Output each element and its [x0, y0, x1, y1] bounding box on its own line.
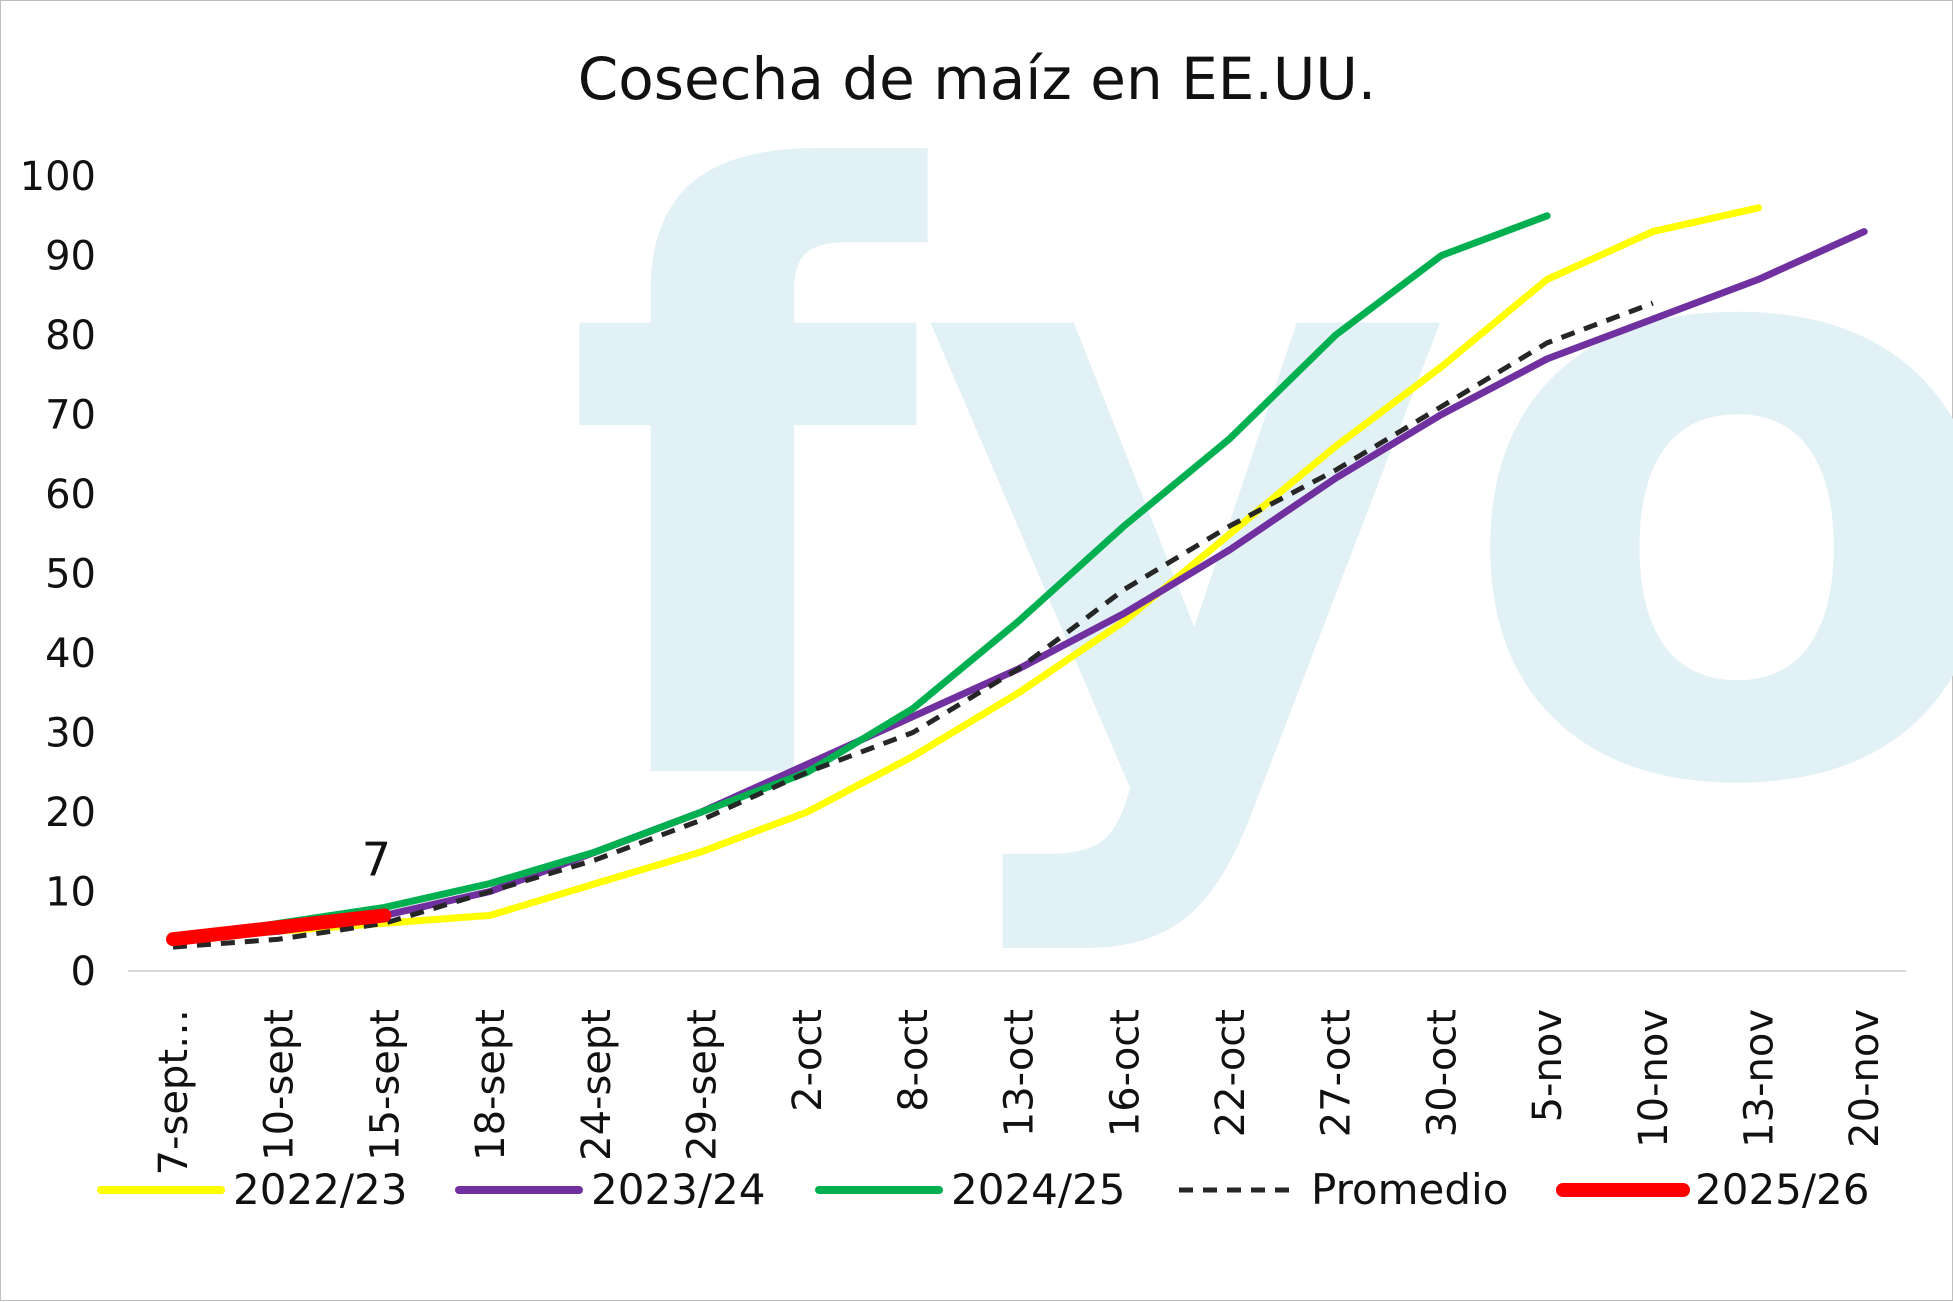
legend-label: 2022/23 — [233, 1165, 407, 1214]
legend: 2022/23 2023/24 2024/25 Promedio 2025/26 — [97, 1165, 1869, 1214]
y-tick-label: 10 — [45, 870, 96, 916]
x-tick-label: 22-oct — [1208, 1009, 1254, 1137]
legend-item: 2024/25 — [815, 1165, 1125, 1214]
x-tick-label: 13-nov — [1737, 1009, 1783, 1148]
legend-label: Promedio — [1311, 1165, 1508, 1214]
y-tick-label: 40 — [45, 631, 96, 677]
watermark-text: fyo — [564, 11, 1953, 965]
y-tick-label: 20 — [45, 790, 96, 836]
x-tick-label: 2-oct — [785, 1009, 831, 1112]
x-tick-label: 10-nov — [1631, 1009, 1677, 1148]
x-tick-label: 7-sept… — [151, 1009, 197, 1175]
x-tick-label: 10-sept — [257, 1009, 303, 1161]
watermark: fyo — [564, 11, 1953, 965]
x-tick-label: 13-oct — [997, 1009, 1043, 1137]
y-tick-label: 0 — [71, 949, 96, 995]
legend-item: 2023/24 — [455, 1165, 765, 1214]
y-tick-label: 60 — [45, 472, 96, 518]
y-axis-ticks: 0 10 20 30 40 50 60 70 80 90 100 — [20, 154, 96, 995]
series-line-2024-25 — [169, 212, 1551, 943]
data-labels: 7 — [362, 832, 391, 886]
y-tick-label: 80 — [45, 313, 96, 359]
legend-item: 2022/23 — [97, 1165, 407, 1214]
x-tick-label: 20-nov — [1842, 1009, 1888, 1148]
y-tick-label: 100 — [20, 154, 96, 200]
legend-item: Promedio — [1179, 1165, 1508, 1214]
y-tick-label: 70 — [45, 393, 96, 439]
series-line-promedio — [172, 300, 1654, 950]
y-tick-label: 90 — [45, 234, 96, 280]
series-line-2022-23 — [169, 204, 1762, 943]
series-layer — [166, 204, 1868, 950]
x-axis-ticks: 7-sept… 10-sept 15-sept 18-sept 24-sept 29-se… — [151, 1009, 1888, 1175]
legend-label: 2024/25 — [951, 1165, 1125, 1214]
x-tick-label: 16-oct — [1102, 1009, 1148, 1137]
y-tick-label: 30 — [45, 711, 96, 757]
x-tick-label: 29-sept — [680, 1009, 726, 1161]
x-tick-label: 15-sept — [362, 1009, 408, 1161]
chart-title: Cosecha de maíz en EE.UU. — [578, 45, 1376, 113]
x-tick-label: 30-oct — [1419, 1009, 1465, 1137]
x-tick-label: 27-oct — [1314, 1009, 1360, 1137]
x-tick-label: 5-nov — [1525, 1009, 1571, 1122]
y-tick-label: 50 — [45, 552, 96, 598]
x-tick-label: 18-sept — [468, 1009, 514, 1161]
legend-item: 2025/26 — [1556, 1165, 1869, 1214]
legend-label: 2023/24 — [591, 1165, 765, 1214]
data-label: 7 — [362, 832, 391, 886]
legend-label: 2025/26 — [1695, 1165, 1869, 1214]
x-tick-label: 24-sept — [574, 1009, 620, 1161]
x-tick-label: 8-oct — [891, 1009, 937, 1112]
series-line-2025-26 — [166, 908, 392, 947]
